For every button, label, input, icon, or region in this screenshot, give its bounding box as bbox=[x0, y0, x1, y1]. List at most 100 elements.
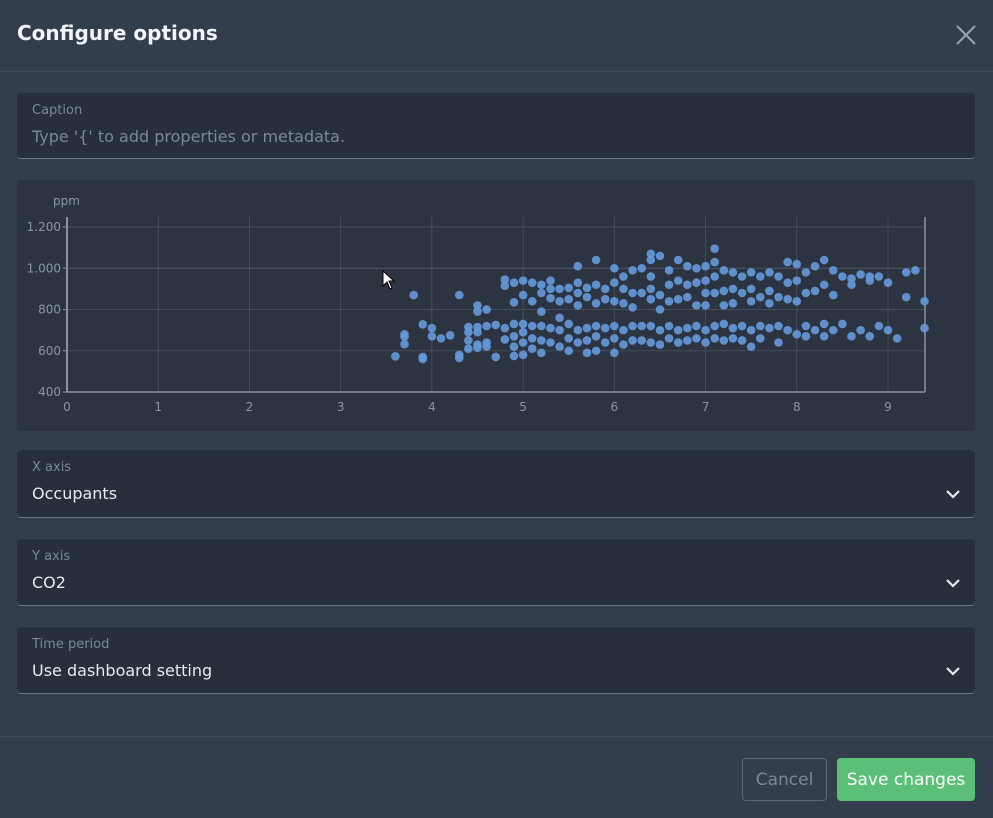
data-point bbox=[391, 352, 400, 361]
data-point bbox=[637, 263, 646, 273]
caption-label: Caption bbox=[32, 103, 83, 118]
data-point bbox=[573, 301, 583, 310]
data-point bbox=[573, 338, 583, 347]
chevron-down-icon bbox=[946, 579, 960, 588]
data-point bbox=[874, 272, 884, 281]
data-point bbox=[646, 338, 656, 347]
data-point bbox=[765, 323, 774, 333]
data-point bbox=[710, 257, 719, 267]
scatter-chart: ppm 0 1 2 3 4 5 6 7 8 9 400 600 800 1.000 1.200 bbox=[27, 194, 929, 414]
x-axis-select[interactable]: X axis Occupants bbox=[17, 450, 975, 518]
data-point bbox=[527, 278, 537, 287]
data-point bbox=[527, 296, 537, 306]
data-point bbox=[728, 323, 738, 333]
data-point bbox=[464, 344, 473, 353]
data-point bbox=[619, 299, 628, 308]
data-point bbox=[464, 327, 473, 337]
data-point bbox=[755, 272, 765, 281]
data-point bbox=[701, 338, 710, 347]
data-point bbox=[655, 251, 665, 261]
data-point bbox=[683, 336, 692, 345]
data-point bbox=[573, 261, 583, 271]
data-point bbox=[920, 323, 929, 333]
data-point bbox=[874, 321, 884, 331]
data-point bbox=[692, 301, 701, 310]
data-point bbox=[683, 292, 692, 302]
data-point bbox=[619, 284, 628, 294]
x-tick-label: 0 bbox=[63, 400, 71, 414]
data-point bbox=[409, 290, 418, 300]
data-point bbox=[746, 296, 756, 306]
data-point bbox=[765, 299, 774, 308]
data-point bbox=[856, 325, 865, 335]
data-point bbox=[664, 334, 674, 343]
chevron-down-icon bbox=[946, 490, 960, 499]
x-tick-label: 4 bbox=[428, 400, 436, 414]
data-point bbox=[619, 340, 628, 349]
data-point bbox=[819, 255, 829, 265]
data-point bbox=[546, 338, 555, 347]
data-point bbox=[491, 352, 501, 362]
data-point bbox=[591, 346, 601, 356]
data-point bbox=[610, 321, 619, 331]
data-point bbox=[600, 284, 610, 294]
save-changes-button[interactable]: Save changes bbox=[837, 758, 975, 801]
data-point bbox=[828, 325, 838, 335]
data-point bbox=[701, 301, 710, 310]
data-point bbox=[710, 288, 719, 298]
data-point bbox=[783, 294, 792, 304]
data-point bbox=[920, 296, 929, 306]
data-point bbox=[555, 325, 564, 335]
data-point bbox=[473, 307, 482, 316]
data-point bbox=[518, 276, 528, 285]
data-point bbox=[856, 270, 865, 279]
data-point bbox=[783, 257, 792, 267]
cancel-button[interactable]: Cancel bbox=[742, 758, 827, 801]
data-point bbox=[883, 325, 893, 335]
data-point bbox=[582, 348, 592, 358]
caption-input[interactable]: Caption Type '{' to add properties or me… bbox=[17, 93, 975, 159]
close-icon[interactable] bbox=[955, 24, 977, 46]
data-point bbox=[537, 336, 546, 345]
data-point bbox=[746, 342, 756, 351]
y-axis-select[interactable]: Y axis CO2 bbox=[17, 539, 975, 606]
data-point bbox=[701, 288, 710, 298]
y-tick-label: 1.000 bbox=[27, 261, 61, 275]
data-point bbox=[482, 321, 491, 331]
data-point bbox=[710, 334, 719, 343]
data-point bbox=[591, 299, 601, 308]
data-point bbox=[464, 336, 473, 345]
data-point bbox=[710, 244, 719, 253]
data-point bbox=[719, 266, 729, 275]
data-point bbox=[728, 284, 738, 294]
data-point bbox=[600, 323, 610, 333]
time-period-select[interactable]: Time period Use dashboard setting bbox=[17, 627, 975, 694]
data-point bbox=[555, 342, 564, 351]
data-point bbox=[518, 338, 528, 347]
data-point bbox=[564, 346, 574, 356]
data-point bbox=[445, 330, 455, 340]
data-point bbox=[564, 283, 574, 293]
x-tick-label: 3 bbox=[337, 400, 345, 414]
mouse-cursor-icon bbox=[382, 269, 396, 290]
data-point bbox=[473, 343, 482, 352]
x-tick-label: 2 bbox=[246, 400, 254, 414]
data-point bbox=[582, 323, 592, 333]
data-point bbox=[664, 296, 674, 306]
data-point bbox=[564, 334, 574, 343]
data-point bbox=[591, 332, 601, 341]
data-point bbox=[564, 319, 574, 329]
data-point bbox=[400, 339, 409, 349]
y-axis-value: CO2 bbox=[32, 573, 66, 592]
data-point bbox=[655, 305, 665, 314]
data-point bbox=[810, 286, 820, 296]
data-point bbox=[582, 283, 592, 293]
data-point bbox=[728, 334, 738, 343]
data-point bbox=[701, 276, 710, 285]
data-point bbox=[509, 332, 519, 341]
data-point bbox=[728, 268, 738, 277]
data-point bbox=[828, 290, 838, 300]
data-point bbox=[847, 274, 856, 283]
data-point bbox=[746, 268, 756, 277]
data-point bbox=[628, 288, 637, 298]
